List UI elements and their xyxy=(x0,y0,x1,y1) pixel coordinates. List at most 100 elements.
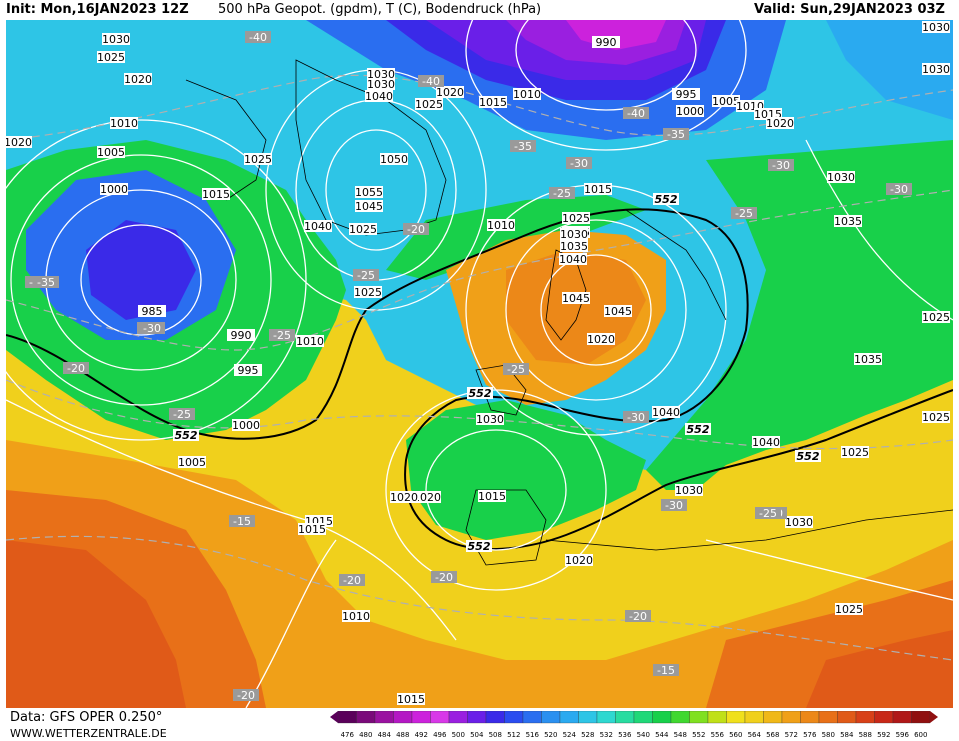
contour-552-label: 552 xyxy=(795,450,821,463)
temperature-label: -40 xyxy=(245,31,271,44)
temperature-label: -30 xyxy=(661,499,687,512)
temperature-label-text: -20 xyxy=(343,574,361,587)
temperature-label-text: -25 xyxy=(173,408,191,421)
isobar-label: 1005 xyxy=(712,95,740,108)
scale-swatch xyxy=(541,711,561,724)
temperature-label: -25 xyxy=(503,363,529,376)
isobar-label-text: 1005 xyxy=(712,95,740,108)
isobar-label-text: 990 xyxy=(231,329,252,342)
isobar-label-text: 1020 xyxy=(6,136,32,149)
isobar-label-text: 1030 xyxy=(785,516,813,529)
isobar-label-text: 1030 xyxy=(367,68,395,81)
scale-swatch xyxy=(467,711,487,724)
isobar-label: 1040 xyxy=(304,220,332,233)
scale-swatch xyxy=(744,711,764,724)
isobar-label: 1045 xyxy=(355,200,383,213)
temperature-label-text: -40 xyxy=(627,107,645,120)
scale-swatch xyxy=(763,711,783,724)
scale-swatch xyxy=(818,711,838,724)
isobar-label: 1025 xyxy=(415,98,443,111)
isobar-label-text: 1010 xyxy=(487,219,515,232)
isobar-label: 1030 xyxy=(367,78,395,91)
scale-swatch xyxy=(670,711,690,724)
scale-swatch xyxy=(689,711,709,724)
isobar-label-text: 1035 xyxy=(560,240,588,253)
isobar-label-text: 1020 xyxy=(565,554,593,567)
scale-swatch xyxy=(522,711,542,724)
scale-swatch xyxy=(726,711,746,724)
scale-tick-label: 588 xyxy=(859,731,872,739)
isobar-label: 1040 xyxy=(559,253,587,266)
isobar-label: 1040 xyxy=(365,90,393,103)
isobar-label: 1055 xyxy=(355,186,383,199)
scale-swatch xyxy=(356,711,376,724)
scale-swatch xyxy=(504,711,524,724)
isobar-label: 1010 xyxy=(513,88,541,101)
isobar-label: 1025 xyxy=(244,153,272,166)
temperature-label-text: -40 xyxy=(249,31,267,44)
isobar-label-text: 1010 xyxy=(110,117,138,130)
isobar-label-text: 995 xyxy=(238,364,259,377)
isobar-label-text: 1025 xyxy=(841,446,869,459)
isobar-label: 1025 xyxy=(835,603,863,616)
scale-tick-label: 572 xyxy=(785,731,798,739)
contour-552-label-text: 552 xyxy=(468,540,491,553)
temperature-label: -35 xyxy=(510,140,536,153)
isobar-label-text: 1055 xyxy=(355,186,383,199)
isobar-label: 1020 xyxy=(436,86,464,99)
data-source: Data: GFS OPER 0.250° xyxy=(10,710,163,725)
temperature-label-text: -25 xyxy=(507,363,525,376)
scale-swatch xyxy=(448,711,468,724)
isobar-label-text: 1025 xyxy=(244,153,272,166)
isobar-label-text: 1025 xyxy=(354,286,382,299)
scale-tick-label: 592 xyxy=(877,731,890,739)
isobar-label: 1015 xyxy=(479,96,507,109)
temperature-label-text: -35 xyxy=(667,128,685,141)
isobar-label-text: 1020 xyxy=(390,491,418,504)
scale-swatch xyxy=(874,711,894,724)
isobar-label-text: 1020 xyxy=(413,491,441,504)
temperature-label: -40 xyxy=(418,75,444,88)
isobar-label: 1045 xyxy=(562,292,590,305)
isobar-label: 995 xyxy=(672,88,700,101)
scale-swatch xyxy=(596,711,616,724)
scale-swatch xyxy=(337,711,357,724)
temperature-label: -25 xyxy=(731,207,757,220)
temperature-label: -35 xyxy=(33,276,59,289)
isobar-label-text: 1045 xyxy=(562,292,590,305)
isobar-label: 1035 xyxy=(854,353,882,366)
scale-swatch xyxy=(633,711,653,724)
scale-tick-label: 516 xyxy=(526,731,540,739)
isobar-label-text: 1015 xyxy=(397,693,425,706)
contour-552-label-text: 552 xyxy=(175,429,198,442)
isobar-label-text: 985 xyxy=(142,305,163,318)
isobar-label: 1000 xyxy=(676,105,704,118)
isobar-label: 1040 xyxy=(752,436,780,449)
scale-tick-label: 532 xyxy=(600,731,613,739)
isobar-label-text: 1020 xyxy=(124,73,152,86)
isobar-label: 1015 xyxy=(584,183,612,196)
isobar-label: 1030 xyxy=(476,413,504,426)
temperature-label: -20 xyxy=(233,689,259,702)
scale-tick-label: 500 xyxy=(452,731,465,739)
temperature-label: -25 xyxy=(549,187,575,200)
scale-tick-label: 596 xyxy=(896,731,910,739)
temperature-label: -15 xyxy=(653,664,679,677)
isobar-label-text: 1030 xyxy=(675,484,703,497)
scale-tick-label: 524 xyxy=(563,731,577,739)
isobar-label-text: 1025 xyxy=(97,51,125,64)
scale-swatch xyxy=(374,711,394,724)
scale-tick-label: 512 xyxy=(507,731,520,739)
temperature-label-text: -30 xyxy=(665,499,683,512)
scale-swatch xyxy=(430,711,450,724)
contour-552-line xyxy=(6,208,953,551)
isobar-label: 1010 xyxy=(110,117,138,130)
isobar-label-text: 1030 xyxy=(367,78,395,91)
scale-tick-label: 560 xyxy=(729,731,742,739)
valid-time: Valid: Sun,29JAN2023 03Z xyxy=(754,2,945,17)
website-credit: WWW.WETTERZENTRALE.DE xyxy=(10,727,167,740)
isobar-label: 1050 xyxy=(380,153,408,166)
temperature-label-text: -20 xyxy=(407,223,425,236)
isobar-label-text: 1015 xyxy=(202,188,230,201)
isobar-label: 1015 xyxy=(202,188,230,201)
